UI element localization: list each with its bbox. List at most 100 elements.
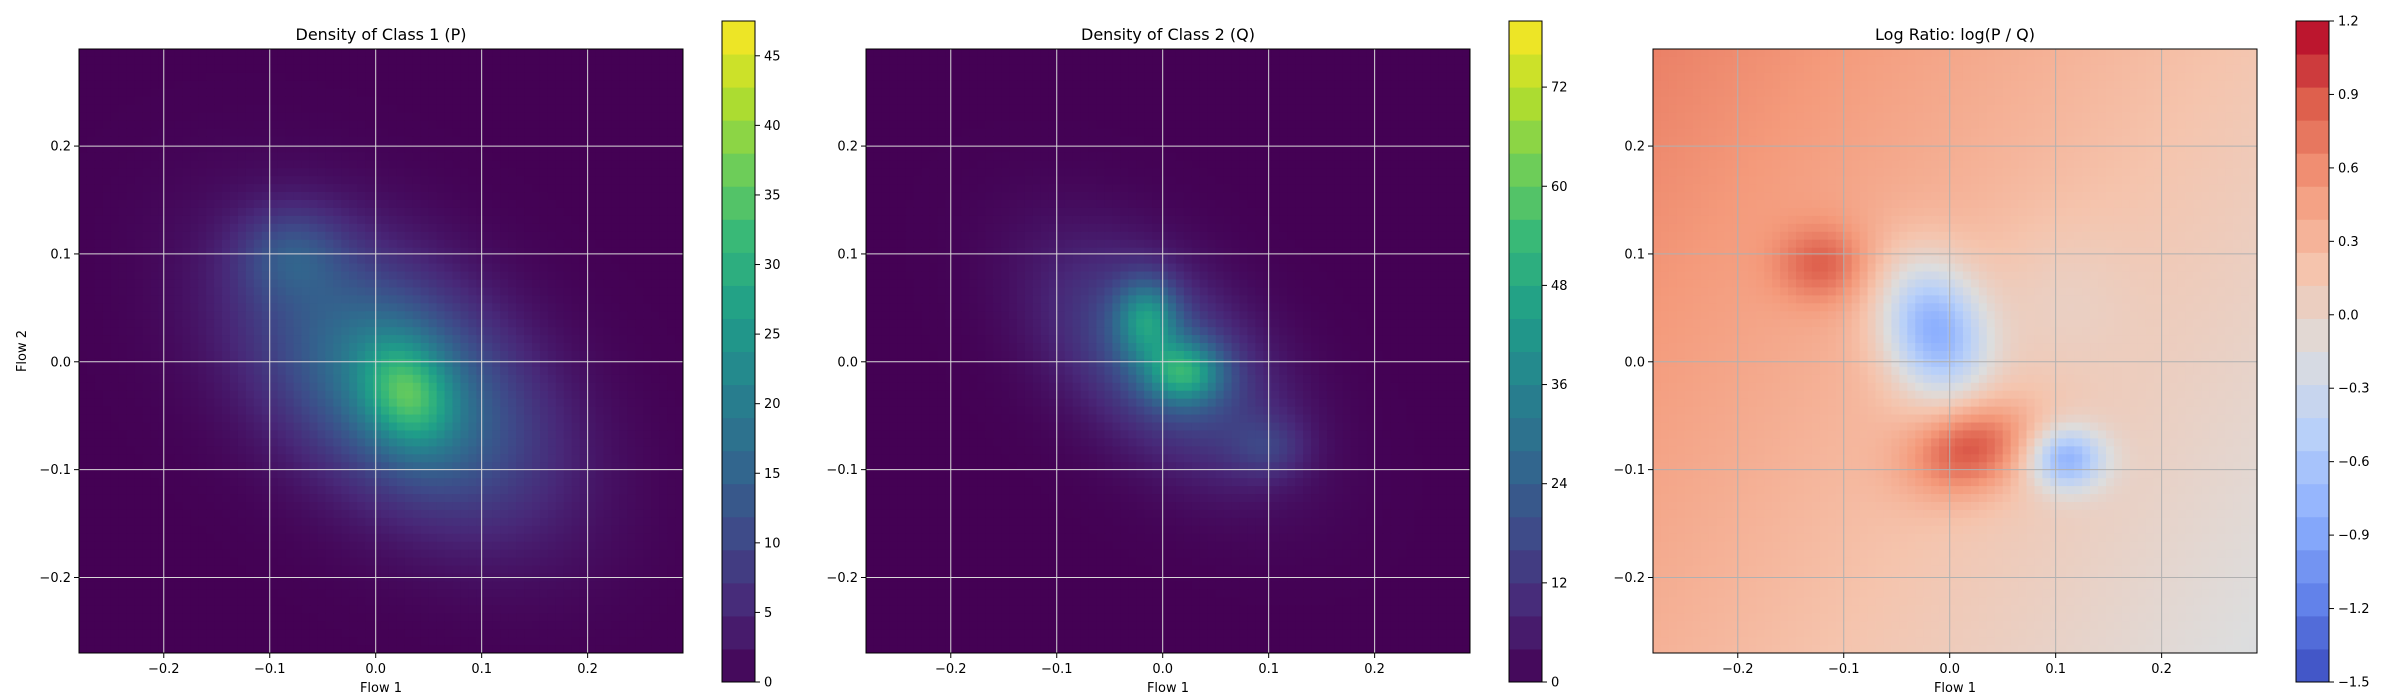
heatmap-cell bbox=[412, 414, 422, 424]
heatmap-cell bbox=[476, 390, 485, 400]
heatmap-cell bbox=[484, 549, 493, 559]
heatmap-cell bbox=[500, 263, 509, 273]
heatmap-cell bbox=[381, 549, 390, 559]
heatmap-cell bbox=[325, 160, 334, 169]
heatmap-cell bbox=[460, 335, 470, 344]
heatmap-cell bbox=[79, 343, 88, 352]
heatmap-cell bbox=[651, 335, 660, 344]
heatmap-cell bbox=[166, 279, 175, 289]
heatmap-cell bbox=[333, 382, 342, 392]
heatmap-cell bbox=[277, 343, 287, 352]
heatmap-cell bbox=[269, 192, 279, 201]
heatmap-cell bbox=[381, 207, 390, 217]
heatmap-cell bbox=[365, 327, 374, 336]
heatmap-cell bbox=[579, 152, 589, 161]
heatmap-cell bbox=[508, 541, 517, 551]
heatmap-cell bbox=[547, 239, 557, 249]
heatmap-cell bbox=[206, 128, 215, 138]
heatmap-cell bbox=[285, 446, 295, 455]
heatmap-cell bbox=[500, 144, 509, 153]
heatmap-cell bbox=[277, 271, 287, 281]
heatmap-cell bbox=[603, 80, 613, 90]
heatmap-cell bbox=[484, 351, 493, 360]
heatmap-cell bbox=[245, 311, 255, 320]
heatmap-cell bbox=[94, 565, 104, 575]
heatmap-cell bbox=[627, 494, 636, 503]
heatmap-cell bbox=[539, 263, 549, 273]
heatmap-cell bbox=[214, 303, 223, 312]
heatmap-cell bbox=[373, 541, 382, 551]
heatmap-cell bbox=[222, 255, 231, 265]
heatmap-cell bbox=[86, 168, 96, 177]
heatmap-cell bbox=[86, 56, 96, 66]
heatmap-cell bbox=[269, 239, 279, 249]
heatmap-cell bbox=[190, 525, 199, 535]
heatmap-cell bbox=[174, 303, 183, 312]
heatmap-cell bbox=[532, 279, 541, 289]
heatmap-cell bbox=[253, 509, 263, 519]
heatmap-cell bbox=[325, 414, 334, 424]
heatmap-cell bbox=[126, 486, 136, 495]
heatmap-cell bbox=[420, 478, 430, 487]
heatmap-cell bbox=[571, 88, 581, 98]
heatmap-cell bbox=[595, 438, 605, 447]
heatmap-cell bbox=[158, 462, 168, 471]
heatmap-cell bbox=[388, 494, 398, 503]
heatmap-cell bbox=[396, 303, 406, 312]
heatmap-cell bbox=[349, 72, 358, 82]
heatmap-cell bbox=[412, 502, 422, 511]
heatmap-cell bbox=[476, 215, 485, 225]
heatmap-cell bbox=[134, 64, 144, 74]
heatmap-cell bbox=[94, 192, 104, 201]
heatmap-cell bbox=[460, 80, 470, 90]
heatmap-cell bbox=[237, 422, 247, 432]
heatmap-cell bbox=[365, 565, 374, 575]
heatmap-cell bbox=[325, 390, 334, 400]
heatmap-cell bbox=[142, 192, 152, 201]
heatmap-cell bbox=[595, 374, 605, 384]
heatmap-cell bbox=[627, 517, 636, 527]
heatmap-cell bbox=[245, 136, 255, 145]
heatmap-cell bbox=[309, 207, 319, 217]
heatmap-cell bbox=[508, 215, 517, 225]
heatmap-cell bbox=[643, 327, 652, 336]
heatmap-cell bbox=[102, 303, 112, 312]
heatmap-cell bbox=[357, 192, 366, 201]
heatmap-cell bbox=[285, 176, 295, 185]
heatmap-cell bbox=[309, 557, 319, 567]
heatmap-cell bbox=[341, 565, 350, 575]
heatmap-cell bbox=[373, 549, 382, 559]
heatmap-cell bbox=[436, 271, 446, 281]
heatmap-cell bbox=[94, 446, 104, 455]
heatmap-cell bbox=[142, 200, 152, 209]
heatmap-cell bbox=[365, 271, 374, 281]
heatmap-cell bbox=[659, 470, 668, 479]
heatmap-cell bbox=[253, 271, 263, 281]
heatmap-cell bbox=[587, 215, 597, 225]
heatmap-cell bbox=[222, 184, 231, 193]
heatmap-cell bbox=[110, 144, 120, 153]
heatmap-cell bbox=[492, 335, 501, 344]
heatmap-cell bbox=[142, 287, 152, 296]
heatmap-cell bbox=[158, 398, 168, 408]
heatmap-cell bbox=[659, 390, 668, 400]
heatmap-cell bbox=[110, 72, 120, 82]
heatmap-cell bbox=[492, 72, 501, 82]
heatmap-cell bbox=[508, 96, 517, 106]
heatmap-cell bbox=[325, 454, 334, 463]
heatmap-cell bbox=[404, 104, 414, 114]
heatmap-cell bbox=[381, 88, 390, 98]
heatmap-cell bbox=[150, 454, 160, 463]
heatmap-cell bbox=[460, 160, 470, 169]
heatmap-cell bbox=[460, 279, 470, 289]
heatmap-cell bbox=[174, 311, 183, 320]
heatmap-cell bbox=[659, 80, 668, 90]
heatmap-cell bbox=[237, 56, 247, 66]
heatmap-cell bbox=[667, 351, 676, 360]
heatmap-cell bbox=[611, 49, 621, 58]
heatmap-cell bbox=[476, 303, 485, 312]
heatmap-cell bbox=[484, 184, 493, 193]
heatmap-cell bbox=[555, 509, 565, 519]
heatmap-cell bbox=[532, 358, 541, 368]
heatmap-cell bbox=[611, 486, 621, 495]
